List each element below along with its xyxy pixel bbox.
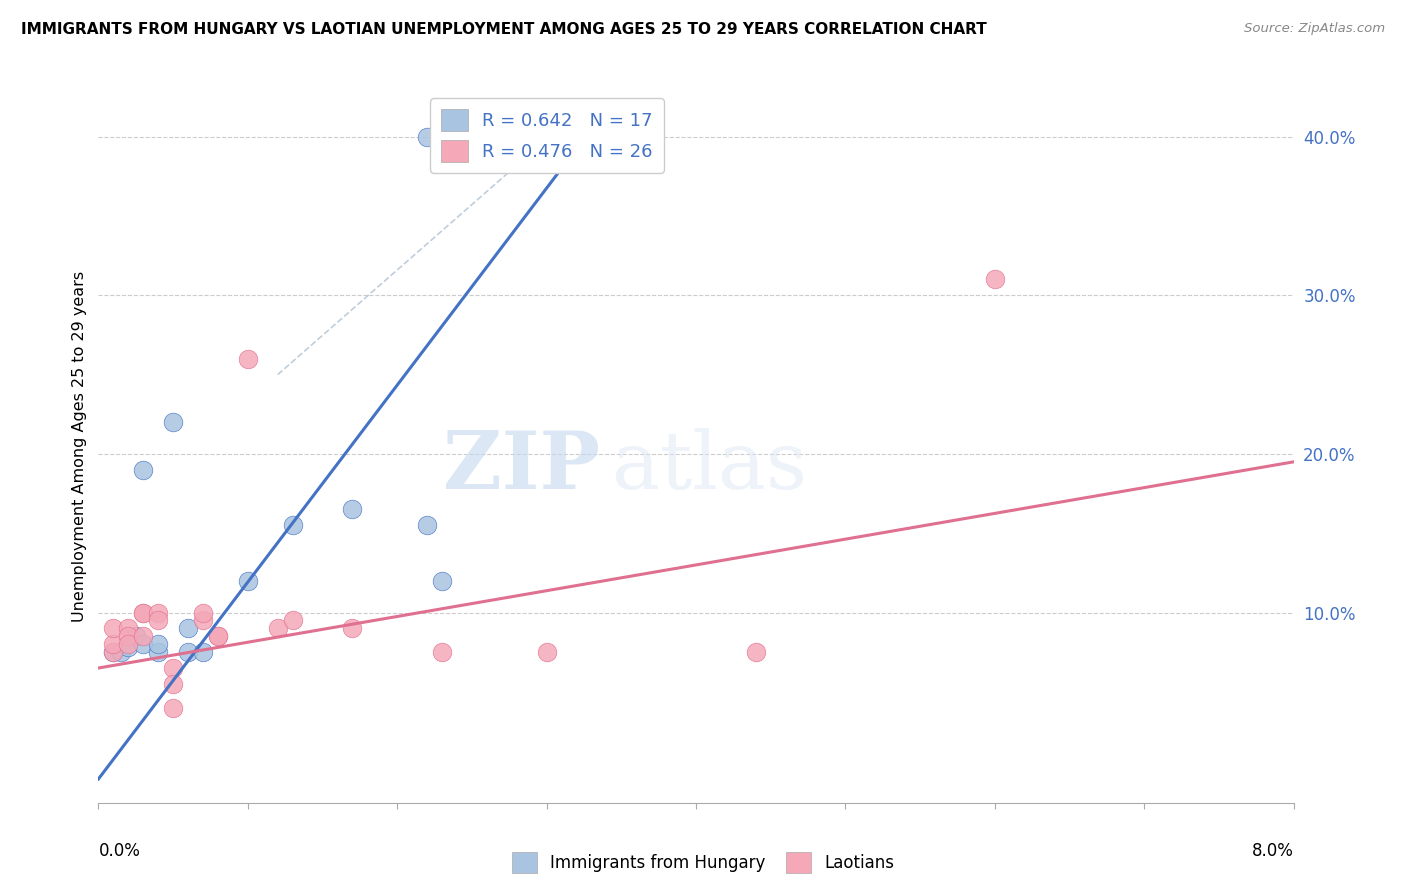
Point: [162, 415, 184, 429]
Point: [207, 629, 229, 643]
Point: [125, 629, 148, 643]
Point: [132, 629, 155, 643]
Point: [342, 502, 364, 516]
Text: ZIP: ZIP: [443, 428, 600, 507]
Point: [342, 621, 364, 635]
Legend: Immigrants from Hungary, Laotians: Immigrants from Hungary, Laotians: [505, 846, 901, 880]
Point: [162, 661, 184, 675]
Point: [191, 606, 214, 620]
Text: IMMIGRANTS FROM HUNGARY VS LAOTIAN UNEMPLOYMENT AMONG AGES 25 TO 29 YEARS CORREL: IMMIGRANTS FROM HUNGARY VS LAOTIAN UNEMP…: [21, 22, 987, 37]
Point: [745, 645, 768, 659]
Text: atlas: atlas: [612, 428, 807, 507]
Point: [117, 629, 139, 643]
Point: [236, 574, 259, 588]
Point: [132, 606, 155, 620]
Point: [148, 606, 170, 620]
Point: [430, 645, 453, 659]
Point: [267, 621, 290, 635]
Point: [132, 463, 155, 477]
Point: [103, 645, 125, 659]
Point: [132, 637, 155, 651]
Point: [162, 677, 184, 691]
Point: [177, 645, 200, 659]
Point: [103, 621, 125, 635]
Point: [207, 629, 229, 643]
Point: [416, 129, 439, 144]
Point: [110, 645, 132, 659]
Text: 8.0%: 8.0%: [1251, 842, 1294, 861]
Point: [148, 645, 170, 659]
Point: [117, 637, 139, 651]
Point: [162, 700, 184, 714]
Text: 0.0%: 0.0%: [98, 842, 141, 861]
Point: [191, 645, 214, 659]
Point: [416, 518, 439, 533]
Point: [103, 645, 125, 659]
Point: [983, 272, 1005, 286]
Point: [117, 640, 139, 655]
Point: [281, 518, 304, 533]
Point: [148, 637, 170, 651]
Point: [117, 621, 139, 635]
Point: [281, 614, 304, 628]
Point: [430, 574, 453, 588]
Point: [236, 351, 259, 366]
Point: [536, 645, 558, 659]
Point: [177, 621, 200, 635]
Point: [132, 606, 155, 620]
Point: [103, 637, 125, 651]
Legend: R = 0.642   N = 17, R = 0.476   N = 26: R = 0.642 N = 17, R = 0.476 N = 26: [430, 98, 664, 173]
Text: Source: ZipAtlas.com: Source: ZipAtlas.com: [1244, 22, 1385, 36]
Point: [148, 614, 170, 628]
Point: [191, 614, 214, 628]
Y-axis label: Unemployment Among Ages 25 to 29 years: Unemployment Among Ages 25 to 29 years: [72, 270, 87, 622]
